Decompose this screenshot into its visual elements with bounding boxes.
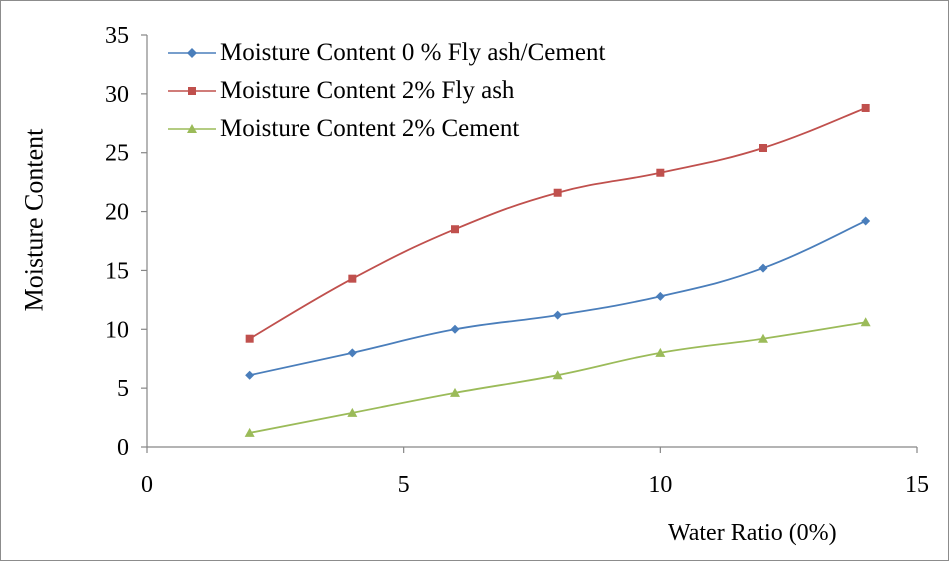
data-point (861, 216, 871, 226)
y-axis-label-container: Moisture Content (14, 60, 54, 380)
x-tick-label: 10 (648, 472, 672, 498)
series-layer (244, 103, 871, 437)
y-tick-label: 10 (105, 317, 129, 343)
legend-item-series-2: Moisture Content 2% Cement (168, 110, 605, 148)
legend: Moisture Content 0 % Fly ash/Cement Mois… (168, 34, 605, 148)
data-point (758, 333, 768, 343)
y-axis-label: Moisture Content (19, 128, 48, 312)
y-tick-label: 35 (105, 23, 129, 49)
data-point (860, 317, 871, 327)
y-tick-label: 20 (105, 200, 129, 226)
data-point (245, 370, 255, 380)
y-tick-label: 25 (105, 141, 129, 167)
legend-label: Moisture Content 2% Cement (220, 115, 520, 142)
legend-label: Moisture Content 0 % Fly ash/Cement (220, 39, 606, 66)
data-point (450, 324, 460, 334)
legend-swatch-triangle-icon (168, 124, 216, 133)
data-point (656, 168, 665, 177)
x-tick-label: 15 (905, 472, 929, 498)
y-tick-label: 5 (117, 376, 129, 402)
data-point (245, 334, 254, 343)
data-point (450, 387, 460, 397)
x-tick-labels: 0 5 10 15 (141, 472, 929, 498)
legend-item-series-0: Moisture Content 0 % Fly ash/Cement (168, 34, 605, 72)
y-tick-labels: 0 5 10 15 20 25 30 35 (105, 23, 129, 461)
x-axis-label: Water Ratio (0%) (668, 520, 837, 546)
data-point (655, 347, 666, 357)
series-line (249, 220, 867, 377)
chart-axes (141, 34, 918, 453)
x-tick-label: 5 (398, 472, 410, 498)
data-point (759, 144, 767, 153)
legend-item-series-1: Moisture Content 2% Fly ash (168, 72, 605, 110)
legend-swatch-diamond-icon (168, 48, 216, 58)
legend-swatch-square-icon (168, 87, 216, 95)
data-point (655, 291, 665, 301)
legend-label: Moisture Content 2% Fly ash (220, 77, 515, 104)
data-point (451, 225, 459, 234)
series-2 (244, 317, 871, 437)
data-point (861, 103, 870, 112)
data-point (347, 407, 358, 417)
data-point (347, 348, 357, 358)
data-point (244, 427, 255, 437)
data-point (758, 263, 768, 273)
data-point (553, 188, 562, 197)
data-point (348, 274, 357, 283)
y-tick-label: 15 (105, 258, 129, 284)
y-tick-label: 0 (117, 435, 129, 461)
series-0 (245, 216, 871, 380)
data-point (553, 310, 563, 320)
x-tick-label: 0 (141, 472, 153, 498)
y-tick-label: 30 (105, 82, 129, 108)
data-point (552, 370, 563, 380)
series-1 (245, 103, 870, 343)
